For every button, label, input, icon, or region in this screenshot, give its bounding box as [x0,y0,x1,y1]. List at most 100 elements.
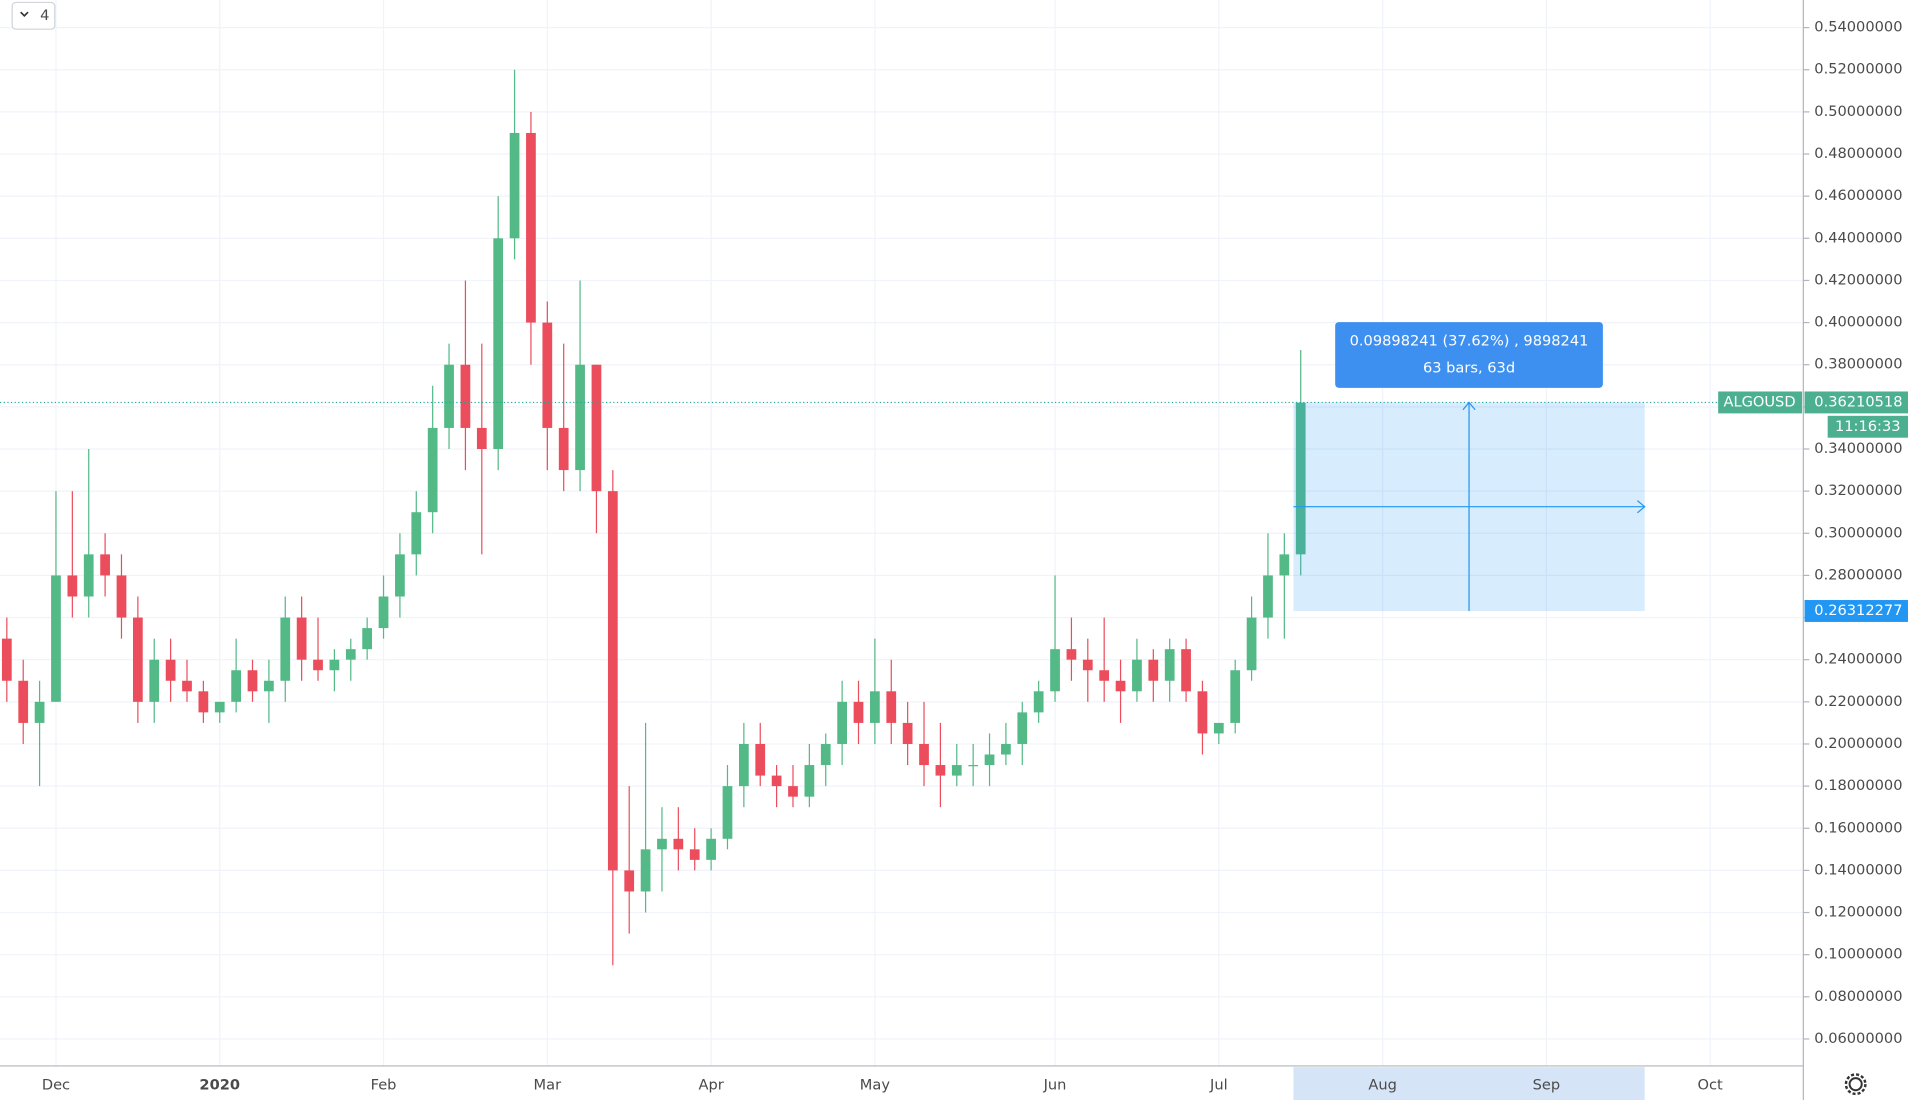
countdown-tag [1827,415,1908,438]
candle-body [870,691,880,723]
x-tick-label: Oct [1698,1076,1724,1093]
y-tick-label: 0.20000000 [1814,735,1902,752]
candle-body [951,765,962,776]
candle-body [1164,649,1175,681]
gear-icon[interactable] [1848,1077,1863,1092]
candle-body [984,754,995,766]
candle-body [1197,691,1208,734]
candles [1,69,1306,966]
measure-bottom-tag [1804,600,1908,622]
time-range-highlight [1293,1067,1645,1100]
y-tick-label: 0.30000000 [1814,524,1902,541]
y-tick-label: 0.50000000 [1814,103,1902,120]
x-tick-label: Feb [371,1076,397,1093]
candle-body [968,765,979,767]
countdown-label: 11:16:33 [1835,418,1901,435]
y-tick-label: 0.10000000 [1814,946,1902,963]
y-tick-label: 0.28000000 [1814,566,1902,583]
y-tick-label: 0.06000000 [1814,1030,1902,1047]
y-tick-label: 0.14000000 [1814,861,1902,878]
button-frame[interactable] [11,1,56,30]
candle-body [1230,670,1241,723]
candle-body [83,554,94,597]
y-tick-label: 0.16000000 [1814,819,1902,836]
candle-body [837,701,847,744]
x-tick-label: Aug [1368,1076,1397,1093]
candle-body [935,765,946,776]
y-tick-label: 0.22000000 [1814,693,1902,710]
x-tick-label: Apr [698,1076,723,1093]
y-tick-label: 0.40000000 [1814,314,1902,331]
symbol-tag [1718,391,1803,414]
candle-body [132,617,143,702]
button-label[interactable]: 4 [40,7,49,24]
candle-body [542,322,553,428]
candle-body [67,575,78,597]
gear-teeth [1844,1073,1867,1096]
candle-body [444,364,454,428]
candle-body [820,743,831,766]
y-tick-label: 0.54000000 [1814,19,1902,36]
candle-body [296,617,307,660]
interval-button[interactable]: 4 [11,1,56,30]
candle-body [607,491,618,871]
candle-body [1279,554,1290,576]
candle-body [1263,575,1273,618]
candle-body [788,786,798,797]
candle-body [1148,659,1159,681]
x-tick-label: Jul [1209,1076,1228,1093]
candle-body [1295,402,1306,555]
arrow-head [1462,401,1476,411]
candle-body [362,628,373,650]
candle-body [345,649,356,660]
candle-body [591,364,602,492]
candle-body [493,238,504,450]
candle-body [755,743,766,776]
candle-body [165,659,176,681]
candle-body [575,364,585,471]
x-tick-label: 2020 [199,1076,240,1093]
candle-body [264,680,274,692]
candle-body [280,617,291,681]
y-tick-label: 0.32000000 [1814,482,1902,499]
candle-body [34,701,45,723]
candle-body [558,427,569,471]
symbol-tag-label: ALGOUSD [1723,393,1795,410]
last-price-tag [1804,391,1908,414]
candle-body [476,427,487,450]
x-tick-label: Sep [1533,1076,1561,1093]
measure-label: 0.09898241 (37.62%) , 9898241 [1350,333,1589,350]
candle-body [624,870,635,892]
y-tick-label: 0.12000000 [1814,904,1902,921]
candle-body [198,691,209,713]
candle-body [689,849,700,860]
candle-body [1050,649,1060,692]
candle-body [673,838,684,850]
chevron-icon [20,11,29,18]
y-tick-label: 0.08000000 [1814,988,1902,1005]
y-tick-label: 0.46000000 [1814,187,1902,204]
candle-body [1132,659,1142,692]
candle-body [722,786,733,839]
candle-body [657,838,667,850]
candle-body [18,680,29,723]
y-tick-label: 0.52000000 [1814,61,1902,78]
y-tick-label: 0.48000000 [1814,145,1902,162]
candle-body [1001,743,1011,755]
candle-body [640,849,651,892]
candle-body [1033,691,1044,713]
settings-button[interactable] [1844,1073,1867,1096]
x-tick-label: May [860,1076,891,1093]
y-tick-label: 0.34000000 [1814,440,1902,457]
candle-body [149,659,160,702]
candle-body [427,427,438,513]
x-tick-label: Mar [534,1076,562,1093]
candle-body [1099,670,1110,681]
arrow-head [1636,500,1646,514]
candle-body [526,132,536,323]
candle-body [771,775,782,787]
candle-body [460,364,471,428]
